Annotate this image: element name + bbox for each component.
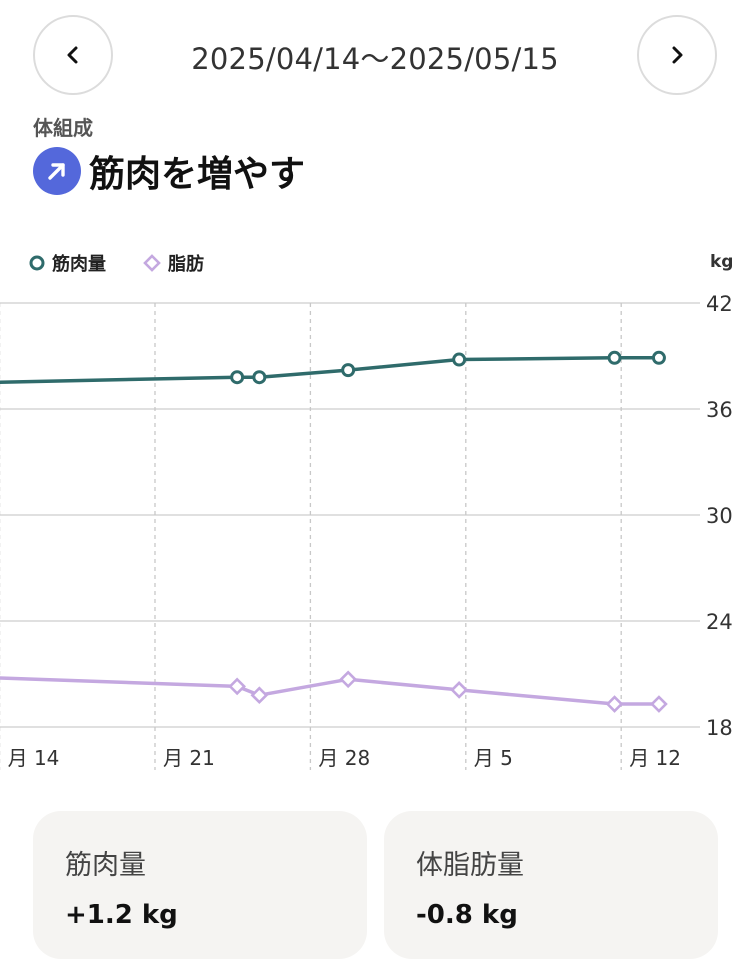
fat-data-point[interactable] — [250, 686, 269, 705]
fat-data-point[interactable] — [605, 695, 624, 713]
prev-period-button[interactable] — [33, 15, 113, 95]
goal-title: 筋肉を増やす — [89, 154, 306, 195]
muscle-data-point[interactable] — [607, 350, 622, 365]
x-tick-label: 月 21 — [163, 746, 215, 770]
x-tick-label: 月 12 — [629, 746, 681, 770]
muscle-data-point[interactable] — [252, 370, 267, 385]
legend-label-muscle: 筋肉量 — [52, 254, 106, 275]
circle-marker-icon — [29, 255, 45, 271]
legend-item-fat: 脂肪 — [142, 250, 204, 276]
muscle-data-point[interactable] — [341, 363, 356, 378]
fat-data-point[interactable] — [650, 695, 668, 713]
arrow-up-right-icon — [33, 147, 81, 195]
muscle-change-value: +1.2 kg — [65, 900, 178, 930]
y-tick-label: 36 — [706, 398, 733, 422]
fat-change-value: -0.8 kg — [416, 900, 518, 930]
y-tick-label: 24 — [706, 610, 733, 634]
chart-legend: 筋肉量 脂肪 — [28, 250, 240, 276]
fat-change-label: 体脂肪量 — [416, 850, 524, 881]
y-tick-label: 30 — [706, 504, 733, 528]
unit-label: kg — [710, 252, 734, 272]
muscle-series-line — [0, 356, 661, 384]
diamond-marker-icon — [143, 254, 161, 272]
x-tick-label: 月 14 — [8, 746, 60, 770]
fat-data-point[interactable] — [339, 670, 357, 689]
muscle-change-card: 筋肉量 +1.2 kg — [33, 811, 367, 959]
y-tick-label: 42 — [706, 292, 733, 316]
legend-label-fat: 脂肪 — [168, 254, 204, 275]
chevron-right-icon — [672, 46, 683, 64]
muscle-change-label: 筋肉量 — [65, 850, 146, 881]
y-tick-label: 18 — [706, 716, 733, 740]
section-label: 体組成 — [33, 116, 93, 140]
fat-change-card: 体脂肪量 -0.8 kg — [384, 811, 718, 959]
muscle-data-point[interactable] — [651, 350, 666, 365]
fat-data-point[interactable] — [450, 681, 468, 699]
muscle-data-point[interactable] — [452, 352, 467, 367]
x-tick-label: 月 5 — [474, 746, 513, 770]
chevron-left-icon — [67, 46, 78, 64]
muscle-data-point[interactable] — [230, 370, 245, 385]
body-composition-chart: 月 14 月 21 月 28 月 5 月 12 42 36 30 24 18 — [0, 292, 733, 770]
legend-item-muscle: 筋肉量 — [28, 250, 106, 276]
goal-row: 筋肉を増やす — [33, 145, 305, 197]
fat-data-point[interactable] — [228, 677, 246, 696]
next-period-button[interactable] — [637, 15, 717, 95]
x-tick-label: 月 28 — [318, 746, 370, 770]
date-range: 2025/04/14〜2025/05/15 — [191, 42, 559, 76]
fat-series-line — [0, 676, 661, 706]
